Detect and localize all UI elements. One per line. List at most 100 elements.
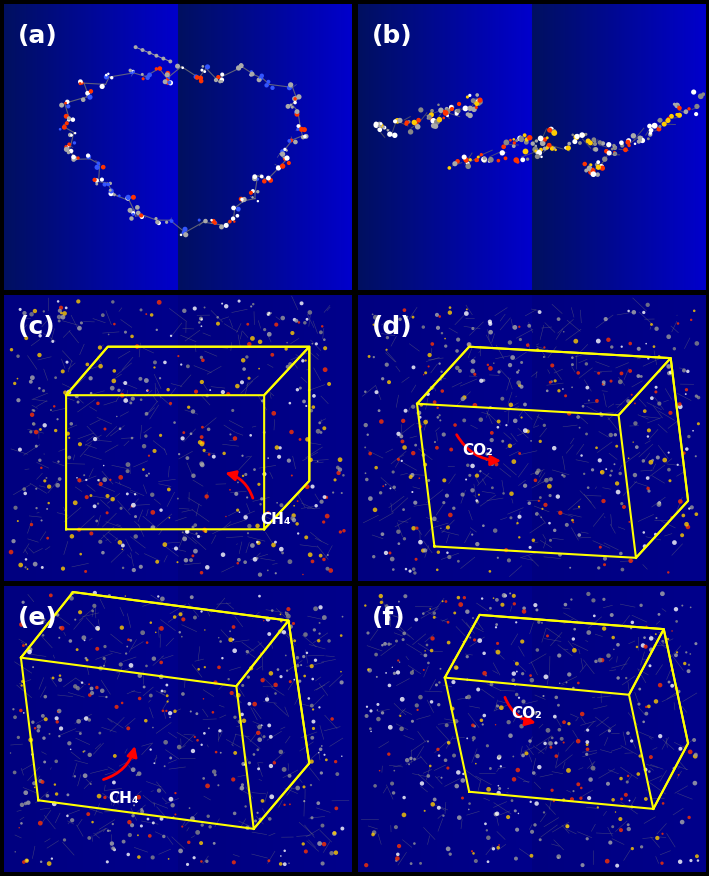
Point [440,331,451,345]
Point [155,371,166,385]
Point [674,101,685,115]
Point [644,119,655,133]
Point [663,111,674,125]
Point [596,159,607,173]
Point [143,384,154,398]
Point [405,470,416,484]
Point [577,399,588,413]
Text: (b): (b) [372,25,413,48]
Point [18,482,30,496]
Point [91,173,102,187]
Point [247,539,258,553]
Point [363,662,374,676]
Point [425,602,436,616]
Point [583,134,594,148]
Point [620,671,632,685]
Point [597,137,608,151]
Point [135,371,146,385]
Point [532,643,543,657]
Point [6,545,17,559]
Point [169,610,180,624]
Point [554,548,566,562]
Point [572,734,584,748]
Point [525,734,536,748]
Point [674,109,685,123]
Point [52,608,63,622]
Point [545,123,557,137]
Point [454,810,465,824]
Point [636,133,647,147]
Point [393,839,405,853]
Point [410,438,421,452]
Point [683,664,694,678]
Point [467,355,479,369]
Point [279,152,291,166]
Point [365,724,376,738]
Point [247,67,258,81]
Point [603,138,614,152]
Point [428,606,440,620]
Point [587,165,598,179]
Point [281,151,293,165]
Point [37,775,48,789]
Point [507,350,518,364]
Point [48,399,60,413]
Point [398,626,410,640]
Point [666,679,678,693]
Point [201,854,213,868]
Point [54,729,65,743]
Point [544,516,555,530]
Point [94,534,106,548]
Point [334,463,345,477]
Point [149,756,160,770]
Point [236,708,247,722]
Point [532,343,543,357]
Point [535,511,547,525]
Point [284,134,295,148]
Point [469,367,481,381]
Point [428,611,440,625]
Point [85,777,96,791]
Point [479,152,490,166]
Point [281,607,293,621]
Point [513,376,525,390]
Point [52,455,64,469]
Point [270,678,281,692]
Point [255,498,267,512]
Point [293,119,304,133]
Point [462,604,473,618]
Point [526,673,537,687]
Point [297,568,308,582]
Point [623,394,634,408]
Point [530,143,541,157]
Point [291,314,302,328]
Point [275,849,286,863]
Point [116,501,127,515]
Point [463,690,474,704]
Point [301,480,313,494]
Point [360,418,372,432]
Point [117,539,128,553]
Point [277,159,289,173]
Point [106,381,118,395]
Point [537,137,548,151]
Point [364,491,376,505]
Point [162,73,173,87]
Point [65,634,76,648]
Point [651,321,662,336]
Point [445,847,456,861]
Point [109,749,121,763]
Point [253,762,264,776]
Point [169,704,181,718]
Point [111,409,123,423]
Point [193,529,204,543]
Point [599,152,610,166]
Point [396,722,407,736]
Point [207,705,218,719]
Point [229,215,240,229]
Point [436,364,447,378]
Point [564,137,575,151]
Point [500,152,511,166]
Point [594,653,605,668]
Point [28,417,40,431]
